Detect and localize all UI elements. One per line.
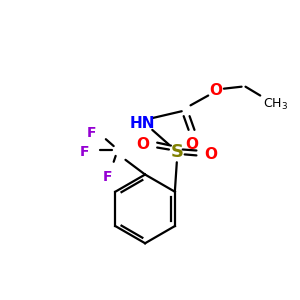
Text: F: F (86, 126, 96, 140)
Text: S: S (170, 143, 183, 161)
Text: O: O (205, 147, 218, 162)
Text: CH$_3$: CH$_3$ (263, 97, 289, 112)
Text: O: O (210, 83, 223, 98)
Text: F: F (80, 145, 89, 159)
Text: O: O (185, 137, 198, 152)
Text: O: O (136, 137, 149, 152)
Text: HN: HN (130, 116, 155, 130)
Text: F: F (103, 170, 112, 184)
